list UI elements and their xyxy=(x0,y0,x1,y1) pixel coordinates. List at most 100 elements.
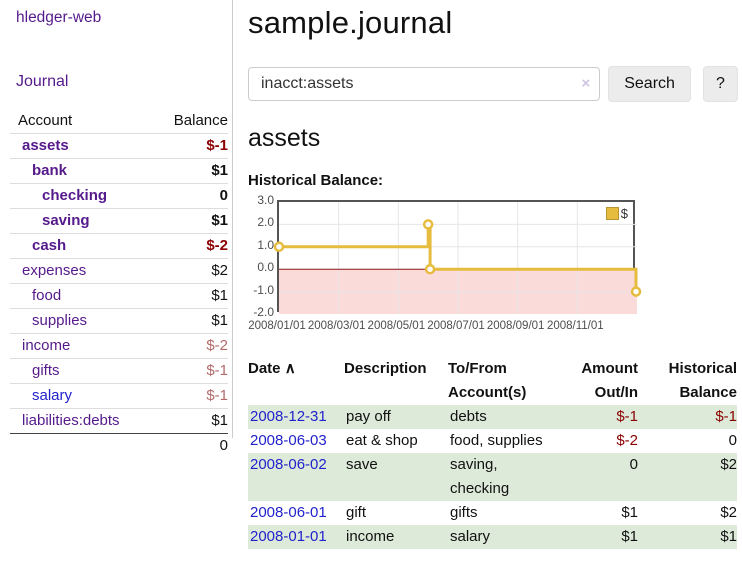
register-accounts-cell: food, supplies xyxy=(450,432,543,449)
sidebar-total-row: 0 xyxy=(10,433,228,458)
x-axis-tick-label: 2008/03/01 xyxy=(307,320,366,332)
sidebar-accounts: assets $-1 bank $1 checking 0 saving $1 cash $-2 e… xyxy=(10,133,228,433)
column-header-balance: Historical Balance xyxy=(668,360,737,401)
register-description-cell: save xyxy=(346,456,378,473)
sidebar-account-row: food $1 xyxy=(10,283,228,308)
sidebar-account-balance: $-2 xyxy=(206,337,228,354)
clear-search-icon[interactable]: × xyxy=(581,75,591,92)
sidebar-account-link[interactable]: supplies xyxy=(32,312,88,329)
account-title: assets xyxy=(248,124,321,152)
x-axis-tick-label: 2008/01/01 xyxy=(248,320,306,332)
sidebar-account-row: expenses $2 xyxy=(10,258,228,283)
y-axis-tick-label: 1.0 xyxy=(257,237,274,252)
transaction-date-link[interactable]: 2008-06-01 xyxy=(250,504,327,521)
register-description-cell: gift xyxy=(346,504,367,521)
column-header-amount: Amount Out/In xyxy=(581,360,638,401)
column-header-date: Date ∧ xyxy=(248,360,296,377)
brand-link[interactable]: hledger-web xyxy=(16,9,102,26)
sidebar-account-link[interactable]: expenses xyxy=(22,262,87,279)
y-axis-tick-label: -1.0 xyxy=(253,282,274,297)
transaction-date-link[interactable]: 2008-06-02 xyxy=(250,456,327,473)
register-balance-cell: $-1 xyxy=(715,408,737,425)
sidebar-account-link[interactable]: food xyxy=(32,287,62,304)
sidebar-account-link[interactable]: cash xyxy=(32,237,67,254)
chart-plot-area: $ xyxy=(273,200,642,314)
register-amount-cell: $-1 xyxy=(616,408,638,425)
search-input[interactable] xyxy=(248,67,601,101)
sidebar-account-row: cash $-2 xyxy=(10,233,228,258)
y-axis-tick-label: 3.0 xyxy=(257,193,274,207)
register-accounts-cell: debts xyxy=(450,408,487,425)
sidebar-account-balance: $-1 xyxy=(206,387,228,404)
sidebar-account-balance: $1 xyxy=(211,162,228,179)
sidebar-account-link[interactable]: saving xyxy=(42,212,90,229)
sidebar-account-link[interactable]: salary xyxy=(32,387,73,404)
x-axis-tick-label: 2008/07/01 xyxy=(427,320,485,332)
sidebar-account-balance: $1 xyxy=(211,212,228,229)
register-accounts-cell: gifts xyxy=(450,504,478,521)
x-axis-tick-label: 2008/11/01 xyxy=(546,320,604,332)
main-content: sample.journal × Search ? assets Histori… xyxy=(248,0,738,549)
register-accounts-cell: saving, checking xyxy=(450,456,510,497)
transaction-date-link[interactable]: 2008-12-31 xyxy=(250,408,327,425)
register-balance-cell: $1 xyxy=(720,528,737,545)
column-header-accounts: To/From Account(s) xyxy=(448,360,527,401)
sidebar-account-row: supplies $1 xyxy=(10,308,228,333)
sidebar-account-balance: 0 xyxy=(219,187,228,204)
sidebar-account-row: salary $-1 xyxy=(10,383,228,408)
sidebar-account-link[interactable]: checking xyxy=(42,187,108,204)
sidebar-item-journal[interactable]: Journal xyxy=(16,73,69,90)
search-form: × Search ? xyxy=(248,66,738,102)
accounts-table: Account Balance assets $-1 bank $1 checking 0… xyxy=(10,109,228,458)
register-date-cell: 2008-01-01 xyxy=(248,525,344,549)
register-amount-cell: 0 xyxy=(629,456,638,473)
table-row: 2008-06-02 save saving, checking 0 $2 xyxy=(248,453,737,501)
register-amount-cell: $-2 xyxy=(616,432,638,449)
transaction-date-link[interactable]: 2008-06-03 xyxy=(250,432,327,449)
register-table: Date ∧ Description To/From Account(s) Am… xyxy=(248,357,737,549)
sidebar-account-link[interactable]: assets xyxy=(22,137,69,154)
sidebar-total-balance: 0 xyxy=(219,437,228,454)
sidebar-account-link[interactable]: income xyxy=(22,337,71,354)
sidebar-account-balance: $1 xyxy=(211,412,228,429)
register-date-cell: 2008-06-03 xyxy=(248,429,344,453)
sort-ascending-icon: ∧ xyxy=(284,360,296,377)
register-description-cell: pay off xyxy=(346,408,391,425)
sidebar-account-link[interactable]: gifts xyxy=(32,362,60,379)
table-row: 2008-06-01 gift gifts $1 $2 xyxy=(248,501,737,525)
sidebar-account-link[interactable]: liabilities:debts xyxy=(22,412,120,429)
legend-swatch-icon xyxy=(605,207,619,220)
help-button[interactable]: ? xyxy=(702,66,738,102)
table-row: 2008-06-03 eat & shop food, supplies $-2 0 xyxy=(248,429,737,453)
register-balance-cell: 0 xyxy=(728,432,737,449)
register-accounts-cell: salary xyxy=(450,528,491,545)
register-header-row: Date ∧ Description To/From Account(s) Am… xyxy=(248,357,737,405)
table-row: 2008-12-31 pay off debts $-1 $-1 xyxy=(248,405,737,429)
y-axis-tick-label: 0.0 xyxy=(257,260,274,275)
page-title: sample.journal xyxy=(248,5,453,40)
sidebar-account-row: gifts $-1 xyxy=(10,358,228,383)
sidebar-account-balance: $-2 xyxy=(206,237,228,254)
register-body: 2008-12-31 pay off debts $-1 $-1 2008-06-03 ea… xyxy=(248,405,737,549)
register-description-cell: income xyxy=(346,528,395,545)
register-amount-cell: $1 xyxy=(621,528,638,545)
column-header-description: Description xyxy=(344,360,427,377)
x-axis-tick-label: 2008/09/01 xyxy=(486,320,545,332)
sidebar-account-row: saving $1 xyxy=(10,208,228,233)
accounts-header-account: Account xyxy=(18,112,73,129)
register-date-cell: 2008-06-02 xyxy=(248,453,344,501)
sidebar-account-row: bank $1 xyxy=(10,158,228,183)
transaction-date-link[interactable]: 2008-01-01 xyxy=(250,528,327,545)
sidebar-account-row: income $-2 xyxy=(10,333,228,358)
sidebar-account-link[interactable]: bank xyxy=(32,162,68,179)
search-button[interactable]: Search xyxy=(608,66,691,102)
sidebar-account-balance: $1 xyxy=(211,312,228,329)
chart-title: Historical Balance: xyxy=(248,172,384,189)
sidebar-account-balance: $-1 xyxy=(206,362,228,379)
chart-legend: $ xyxy=(603,205,630,222)
register-balance-cell: $2 xyxy=(720,456,737,473)
register-amount-cell: $1 xyxy=(621,504,638,521)
y-axis-tick-label: -2.0 xyxy=(253,305,274,319)
register-description-cell: eat & shop xyxy=(346,432,418,449)
sidebar-account-balance: $2 xyxy=(211,262,228,279)
